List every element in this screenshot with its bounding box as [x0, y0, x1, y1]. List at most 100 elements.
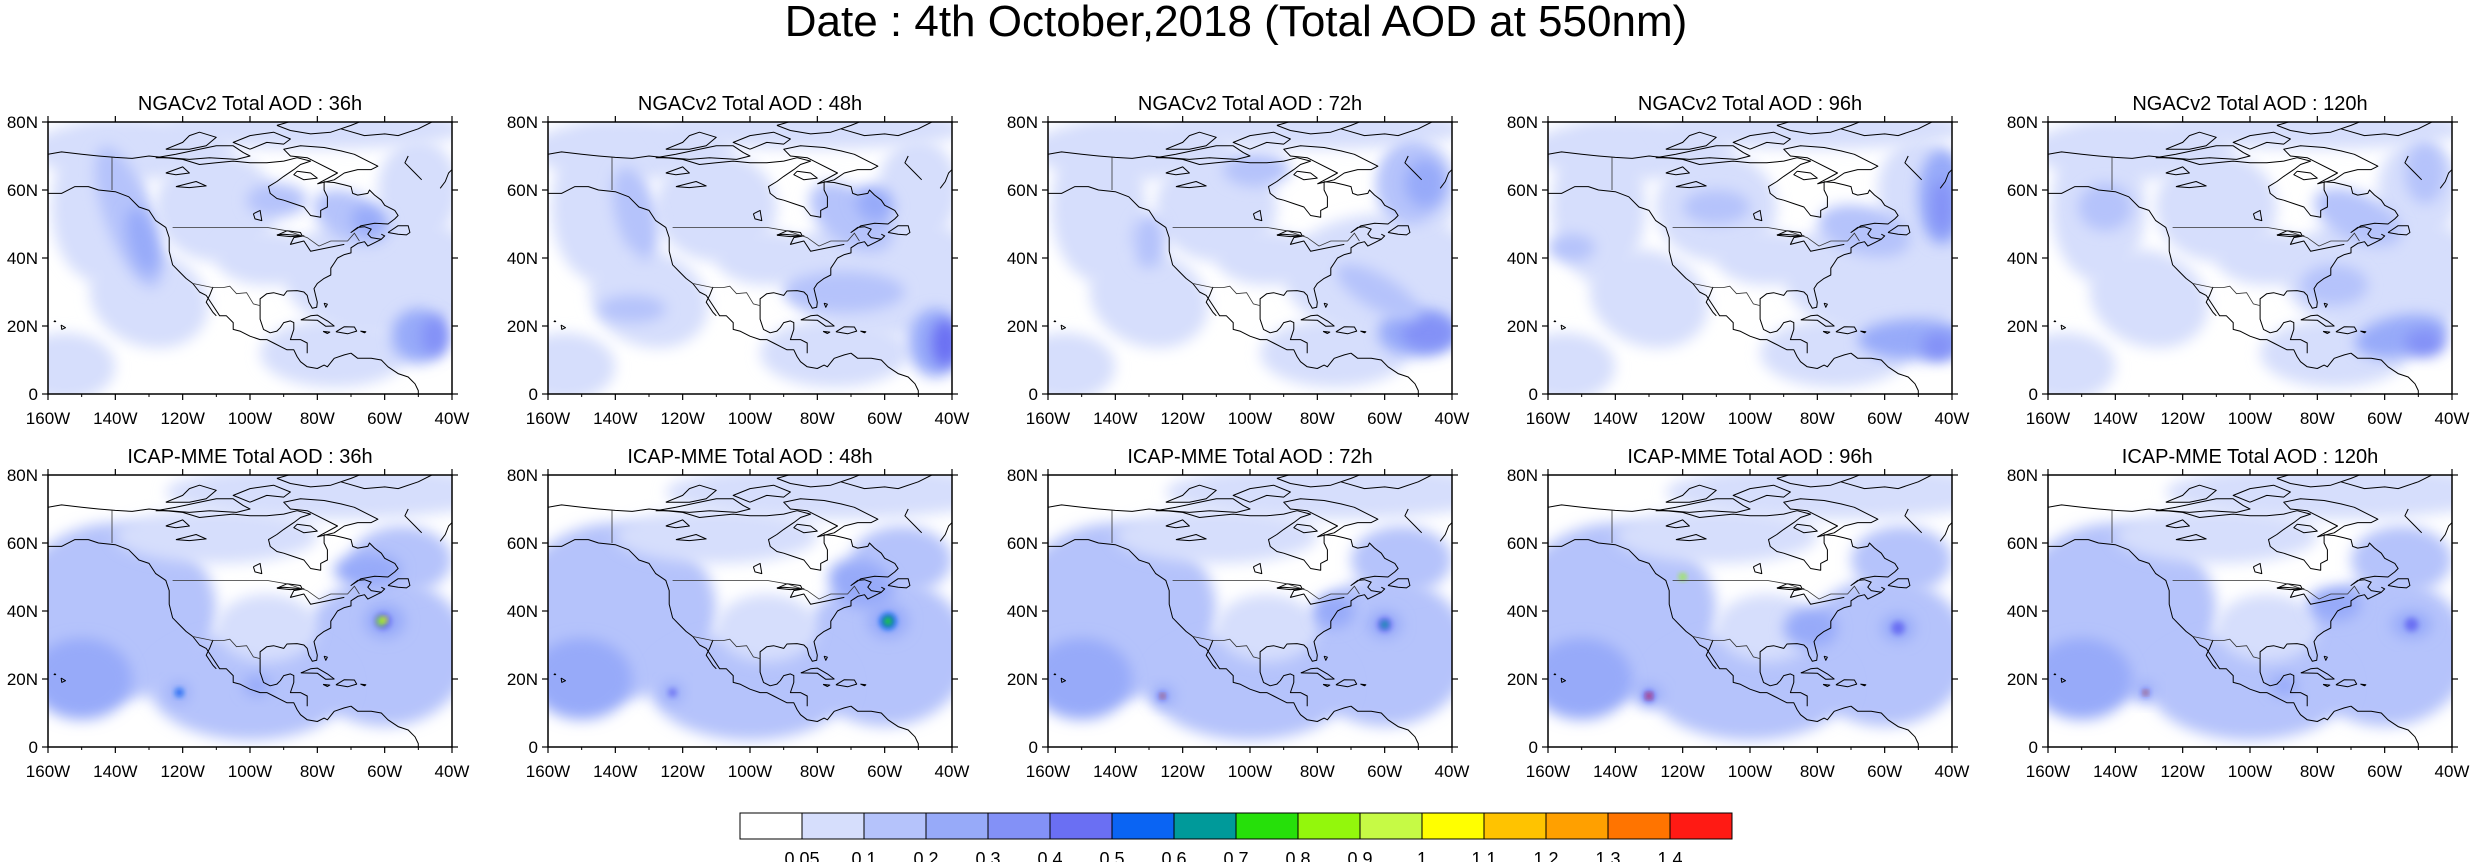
colorbar-label: 0.1 — [851, 849, 876, 862]
y-tick-label: 0 — [2029, 738, 2038, 757]
y-tick-label: 40N — [507, 602, 538, 621]
map-panel: NGACv2 Total AOD : 120h 160W 140W 120W 100W 8… — [2007, 93, 2470, 428]
x-tick-label: 100W — [2228, 762, 2272, 781]
map-panel: ICAP-MME Total AOD : 120h 160W 140W 120W 100… — [2007, 446, 2470, 781]
aod-field-patch — [828, 558, 894, 609]
aod-field-patch — [1646, 693, 1652, 699]
aod-field-patch — [382, 617, 388, 622]
aod-field-patch — [1051, 132, 1146, 282]
aod-field-patch — [48, 332, 116, 394]
x-tick-label: 60W — [867, 409, 902, 428]
coastlines — [1548, 475, 1952, 747]
y-tick-label: 20N — [1007, 317, 1038, 336]
y-tick-label: 0 — [1029, 385, 1038, 404]
coastlines — [2048, 122, 2452, 394]
political-borders — [611, 157, 860, 306]
aod-field-patch — [1548, 638, 1633, 720]
aod-field-patch — [1665, 122, 1952, 150]
aod-field-patch — [2351, 526, 2452, 594]
political-borders — [1111, 510, 1360, 659]
aod-field-patch — [246, 183, 308, 218]
x-tick-label: 40W — [1935, 409, 1970, 428]
y-tick-label: 80N — [2007, 113, 2038, 132]
colorbar-label: 1.1 — [1471, 849, 1496, 862]
aod-field-patch — [2216, 230, 2318, 286]
x-tick-label: 160W — [1526, 762, 1570, 781]
aod-field-patch — [1149, 631, 1351, 741]
political-borders — [611, 510, 860, 659]
colorbar-swatch — [1049, 812, 1113, 840]
aod-field-patch — [1548, 332, 1616, 394]
x-tick-label: 60W — [1867, 762, 1902, 781]
aod-field-patch — [1783, 213, 1952, 337]
coastlines — [48, 122, 452, 394]
colorbar-swatch — [863, 812, 927, 840]
y-tick-label: 80N — [507, 466, 538, 485]
y-tick-label: 40N — [7, 602, 38, 621]
aod-field-patch — [1115, 509, 1318, 564]
y-tick-label: 60N — [7, 181, 38, 200]
y-tick-label: 40N — [2007, 602, 2038, 621]
coastlines — [548, 122, 952, 394]
aod-field-patch — [165, 122, 452, 150]
y-tick-label: 60N — [2007, 534, 2038, 553]
x-tick-label: 40W — [935, 762, 970, 781]
political-borders — [1611, 510, 1860, 659]
x-tick-label: 100W — [1728, 762, 1772, 781]
x-tick-label: 40W — [1435, 409, 1470, 428]
x-tick-label: 100W — [2228, 409, 2272, 428]
x-tick-label: 40W — [1935, 762, 1970, 781]
map-panel: NGACv2 Total AOD : 96h 160W 140W 120W 100W 80… — [1507, 93, 1970, 428]
aod-field-patch — [1216, 594, 1318, 662]
aod-field-patch — [1921, 332, 1952, 360]
x-tick-label: 60W — [367, 409, 402, 428]
y-tick-label: 40N — [507, 249, 538, 268]
coastlines — [2048, 475, 2452, 747]
aod-field-patch — [1548, 234, 1596, 262]
y-tick-label: 80N — [1007, 466, 1038, 485]
colorbar-label: 0.9 — [1347, 849, 1372, 862]
x-tick-label: 60W — [1867, 409, 1902, 428]
y-tick-label: 0 — [1029, 738, 1038, 757]
colorbar-label: 1 — [1417, 849, 1427, 862]
aod-field-patch — [1665, 475, 1952, 520]
colorbar-swatch — [1483, 812, 1547, 840]
colorbar-swatch — [925, 812, 989, 840]
aod-field-patch — [1381, 621, 1389, 628]
colorbar-label: 0.3 — [975, 849, 1000, 862]
panel-title: ICAP-MME Total AOD : 120h — [2122, 446, 2378, 468]
y-tick-label: 20N — [2007, 317, 2038, 336]
x-tick-label: 120W — [1660, 409, 1704, 428]
x-tick-label: 160W — [2026, 409, 2070, 428]
aod-field-patch — [260, 319, 409, 388]
x-tick-label: 160W — [1026, 762, 1070, 781]
x-tick-label: 140W — [2093, 762, 2137, 781]
x-tick-label: 100W — [1228, 762, 1272, 781]
colorbar-swatch — [1607, 812, 1671, 840]
aod-field-patch — [1891, 621, 1905, 635]
y-tick-label: 60N — [507, 181, 538, 200]
y-tick-label: 80N — [7, 466, 38, 485]
y-tick-label: 80N — [7, 113, 38, 132]
aod-field-patch — [283, 213, 452, 337]
x-tick-label: 40W — [435, 409, 470, 428]
political-borders — [111, 157, 360, 306]
aod-field-patch — [1716, 230, 1818, 286]
aod-field-patch — [615, 509, 818, 564]
political-borders — [1611, 157, 1860, 306]
colorbar-swatch — [1359, 812, 1423, 840]
y-tick-label: 20N — [507, 317, 538, 336]
colorbar-swatch — [1545, 812, 1609, 840]
aod-field-patch — [1679, 573, 1687, 581]
x-tick-label: 80W — [800, 762, 835, 781]
y-tick-label: 20N — [1507, 670, 1538, 689]
x-tick-label: 140W — [93, 409, 137, 428]
aod-field-patch — [1615, 509, 1818, 564]
coastlines — [548, 475, 952, 747]
aod-field-patch — [612, 167, 659, 261]
x-tick-label: 60W — [1367, 409, 1402, 428]
x-tick-label: 100W — [228, 762, 272, 781]
aod-field-patch — [2404, 142, 2446, 204]
aod-field-patch — [1649, 631, 1851, 741]
map-panel: NGACv2 Total AOD : 48h 160W 140W 120W 100W 80… — [507, 93, 970, 428]
